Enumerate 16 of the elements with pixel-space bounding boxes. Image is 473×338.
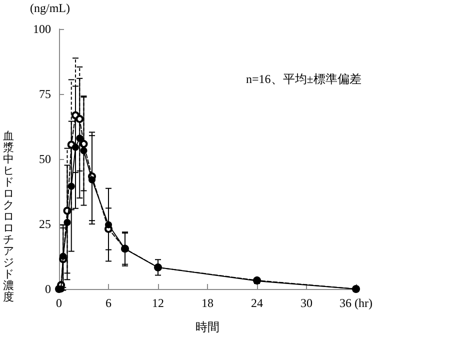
x-tick-label: 12: [152, 296, 164, 310]
y-tick-label: 0: [45, 282, 51, 296]
text: 血漿中ヒドロクロロチアジド濃度: [3, 129, 14, 304]
annotation: n=16、平均±標準偏差: [246, 72, 362, 86]
x-tick-label: 6: [106, 296, 112, 310]
x-tick-label: 24: [251, 296, 263, 310]
text: (ng/mL): [30, 1, 70, 15]
x-tick-label: 0: [56, 296, 62, 310]
y-tick-label: 25: [39, 217, 51, 231]
x-tick-label: 30: [300, 296, 312, 310]
y-tick-label: 100: [33, 22, 51, 36]
x-axis-title: 時間: [196, 320, 220, 334]
y-tick-label: 75: [39, 87, 51, 101]
y-tick-label: 50: [39, 152, 51, 166]
x-tick-label: 18: [202, 296, 214, 310]
x-tick-label: 36 (hr): [340, 296, 372, 310]
